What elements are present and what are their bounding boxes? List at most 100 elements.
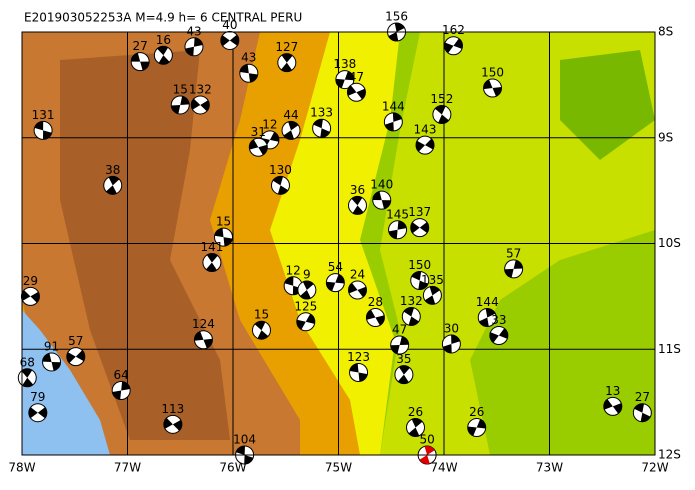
beachball-quadrant bbox=[106, 176, 120, 195]
beachball-quadrant bbox=[435, 105, 449, 124]
focal-mechanism bbox=[632, 403, 652, 423]
depth-label: 26 bbox=[469, 405, 484, 419]
depth-label: 79 bbox=[30, 390, 45, 404]
beachball-quadrant bbox=[42, 353, 61, 371]
depth-label: 64 bbox=[114, 368, 129, 382]
beachball-quadrant bbox=[424, 286, 440, 305]
depth-label: 124 bbox=[192, 317, 215, 331]
depth-label: 141 bbox=[200, 240, 223, 254]
depth-label: 38 bbox=[105, 163, 120, 177]
beachball-quadrant bbox=[483, 79, 502, 97]
beachball-quadrant bbox=[34, 121, 52, 140]
beachball-quadrant bbox=[239, 64, 258, 83]
beachball-quadrant bbox=[603, 399, 622, 414]
beachball-quadrant bbox=[349, 363, 368, 382]
depth-label: 131 bbox=[32, 108, 55, 122]
beachball-quadrant bbox=[300, 281, 314, 300]
focal-mechanism bbox=[346, 82, 366, 102]
depth-label: 15 bbox=[216, 215, 231, 229]
focal-mechanism bbox=[28, 403, 48, 423]
focal-mechanism bbox=[443, 36, 463, 56]
focal-mechanism bbox=[184, 37, 204, 57]
depth-label: 29 bbox=[23, 274, 38, 288]
depth-label: 135 bbox=[421, 273, 444, 287]
depth-label: 24 bbox=[350, 268, 365, 282]
beachball-quadrant bbox=[397, 365, 410, 384]
depth-label: 143 bbox=[414, 123, 437, 137]
depth-label: 132 bbox=[400, 294, 423, 308]
beachball-quadrant bbox=[157, 46, 170, 65]
beachball-quadrant bbox=[467, 419, 486, 436]
depth-label: 130 bbox=[269, 163, 292, 177]
x-tick-label: 72W bbox=[641, 461, 668, 475]
depth-label: 57 bbox=[68, 334, 83, 348]
depth-label: 28 bbox=[368, 295, 383, 309]
depth-label: 36 bbox=[350, 183, 365, 197]
depth-label: 140 bbox=[370, 178, 393, 192]
focal-mechanism bbox=[111, 380, 131, 400]
beachball-quadrant bbox=[21, 290, 40, 303]
y-tick-label: 9S bbox=[658, 130, 673, 144]
x-tick-label: 74W bbox=[430, 461, 457, 475]
focal-mechanism bbox=[372, 190, 392, 210]
beachball-quadrant bbox=[403, 307, 419, 326]
focal-mechanism bbox=[365, 308, 385, 328]
depth-label: 35 bbox=[396, 352, 411, 366]
focal-mechanism bbox=[401, 306, 421, 326]
focal-mechanism bbox=[190, 95, 210, 115]
beachball-quadrant bbox=[366, 309, 385, 326]
focal-mechanism bbox=[415, 135, 435, 155]
beachball-quadrant bbox=[296, 313, 315, 330]
beachball-quadrant bbox=[194, 331, 213, 349]
focal-mechanism bbox=[296, 312, 316, 332]
beachball-quadrant bbox=[131, 52, 150, 71]
depth-label: 54 bbox=[328, 260, 343, 274]
depth-label: 113 bbox=[161, 402, 184, 416]
depth-label: 132 bbox=[189, 82, 212, 96]
beachball-quadrant bbox=[388, 23, 405, 41]
depth-label: 44 bbox=[283, 108, 298, 122]
focal-mechanism bbox=[153, 45, 173, 65]
beachball-quadrant bbox=[272, 176, 289, 195]
depth-label: 33 bbox=[491, 313, 506, 327]
depth-label: 150 bbox=[481, 66, 504, 80]
focal-mechanism bbox=[603, 396, 623, 416]
focal-mechanism bbox=[325, 273, 345, 293]
depth-label: 12 bbox=[285, 263, 300, 277]
focal-mechanism bbox=[17, 368, 37, 388]
y-tick-label: 11S bbox=[658, 342, 681, 356]
focal-mechanism bbox=[20, 286, 40, 306]
beachball-quadrant bbox=[384, 112, 402, 131]
focal-mechanism bbox=[483, 78, 503, 98]
focal-mechanism bbox=[422, 285, 442, 305]
focal-mechanism bbox=[477, 308, 497, 328]
beachball-quadrant bbox=[504, 260, 523, 278]
beachball-quadrant bbox=[112, 381, 130, 400]
depth-label: 15 bbox=[173, 82, 188, 96]
depth-label: 30 bbox=[444, 321, 459, 335]
y-tick-label: 12S bbox=[658, 448, 681, 462]
beachball-quadrant bbox=[254, 321, 269, 340]
focal-mechanism bbox=[388, 220, 408, 240]
beachball-quadrant bbox=[348, 282, 367, 298]
depth-label: 104 bbox=[233, 433, 256, 447]
depth-label: 138 bbox=[333, 57, 356, 71]
focal-mechanism bbox=[347, 195, 367, 215]
focal-mechanism bbox=[383, 112, 403, 132]
depth-label: 162 bbox=[442, 23, 465, 37]
beachball-quadrant bbox=[171, 96, 190, 114]
focal-mechanism bbox=[297, 280, 317, 300]
beachball-quadrant bbox=[163, 417, 182, 431]
depth-label: 68 bbox=[20, 355, 35, 369]
depth-label: 15 bbox=[254, 308, 269, 322]
beachball-quadrant bbox=[28, 407, 47, 419]
beachball-quadrant bbox=[390, 336, 409, 354]
beachball-quadrant bbox=[66, 350, 85, 363]
beachball-quadrant bbox=[206, 253, 218, 272]
beachball-quadrant bbox=[634, 403, 651, 422]
focal-mechanism bbox=[432, 104, 452, 124]
focal-mechanism bbox=[441, 334, 461, 354]
focal-mechanism bbox=[335, 70, 355, 90]
depth-label: 26 bbox=[408, 405, 423, 419]
